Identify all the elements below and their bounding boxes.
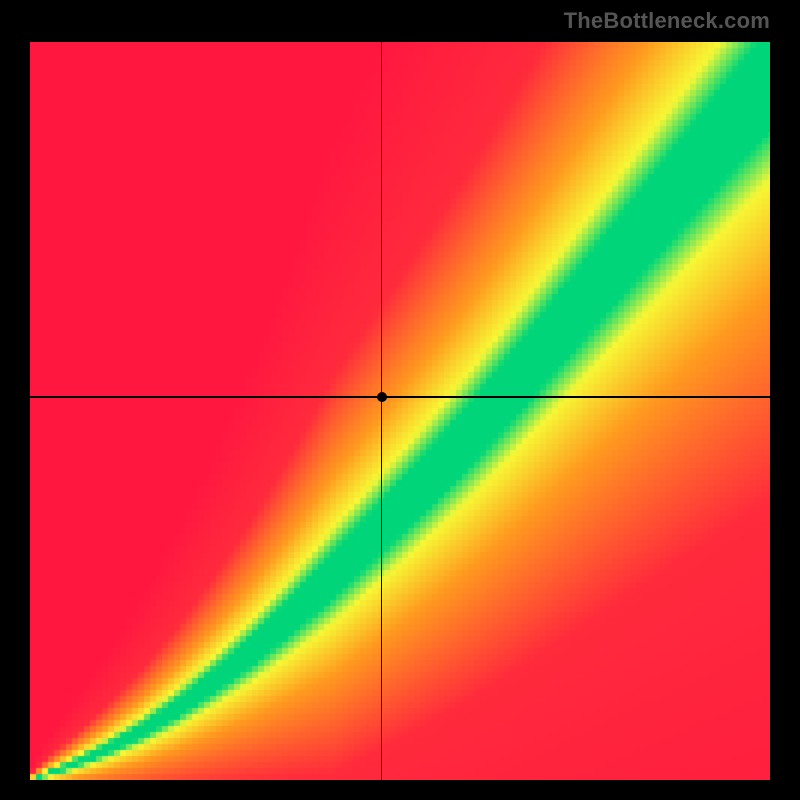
crosshair-vertical — [381, 42, 383, 780]
heatmap-canvas — [30, 42, 770, 780]
crosshair-marker-dot — [377, 392, 387, 402]
crosshair-horizontal — [30, 396, 770, 398]
watermark-text: TheBottleneck.com — [564, 8, 770, 34]
heatmap-plot — [30, 42, 770, 780]
